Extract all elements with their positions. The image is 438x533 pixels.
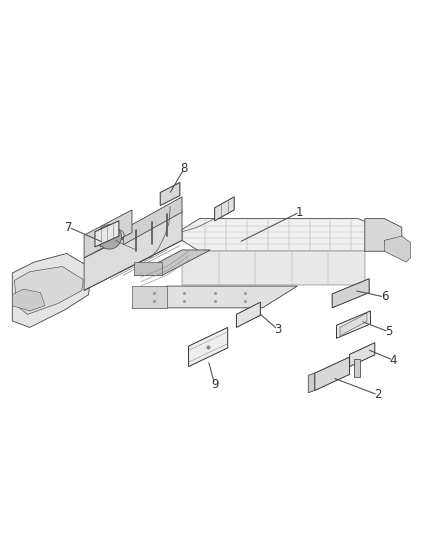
Polygon shape bbox=[12, 289, 45, 311]
Polygon shape bbox=[336, 311, 371, 338]
Polygon shape bbox=[134, 262, 162, 275]
Text: 3: 3 bbox=[274, 323, 282, 336]
Polygon shape bbox=[134, 250, 210, 275]
Polygon shape bbox=[84, 210, 132, 258]
Text: 7: 7 bbox=[65, 221, 73, 234]
Polygon shape bbox=[315, 357, 350, 391]
Text: 4: 4 bbox=[389, 353, 397, 367]
Polygon shape bbox=[350, 343, 375, 367]
Text: 5: 5 bbox=[385, 325, 392, 338]
Text: 9: 9 bbox=[211, 377, 219, 391]
Polygon shape bbox=[365, 219, 402, 251]
Polygon shape bbox=[14, 266, 83, 314]
Polygon shape bbox=[188, 327, 228, 367]
Polygon shape bbox=[182, 219, 385, 251]
Polygon shape bbox=[385, 236, 410, 262]
Polygon shape bbox=[84, 210, 182, 290]
Polygon shape bbox=[332, 279, 369, 308]
Polygon shape bbox=[354, 359, 360, 377]
Polygon shape bbox=[12, 254, 91, 327]
Polygon shape bbox=[215, 197, 234, 221]
Polygon shape bbox=[95, 221, 119, 247]
Text: 1: 1 bbox=[296, 206, 303, 219]
Circle shape bbox=[97, 225, 121, 249]
Polygon shape bbox=[132, 286, 297, 308]
Polygon shape bbox=[160, 182, 180, 206]
Polygon shape bbox=[182, 251, 365, 285]
Text: 6: 6 bbox=[381, 290, 388, 303]
Text: 8: 8 bbox=[180, 162, 188, 175]
Polygon shape bbox=[340, 313, 367, 336]
Polygon shape bbox=[123, 197, 182, 245]
Text: 2: 2 bbox=[374, 389, 381, 401]
Polygon shape bbox=[237, 302, 260, 327]
Polygon shape bbox=[308, 373, 315, 393]
Polygon shape bbox=[132, 286, 167, 308]
